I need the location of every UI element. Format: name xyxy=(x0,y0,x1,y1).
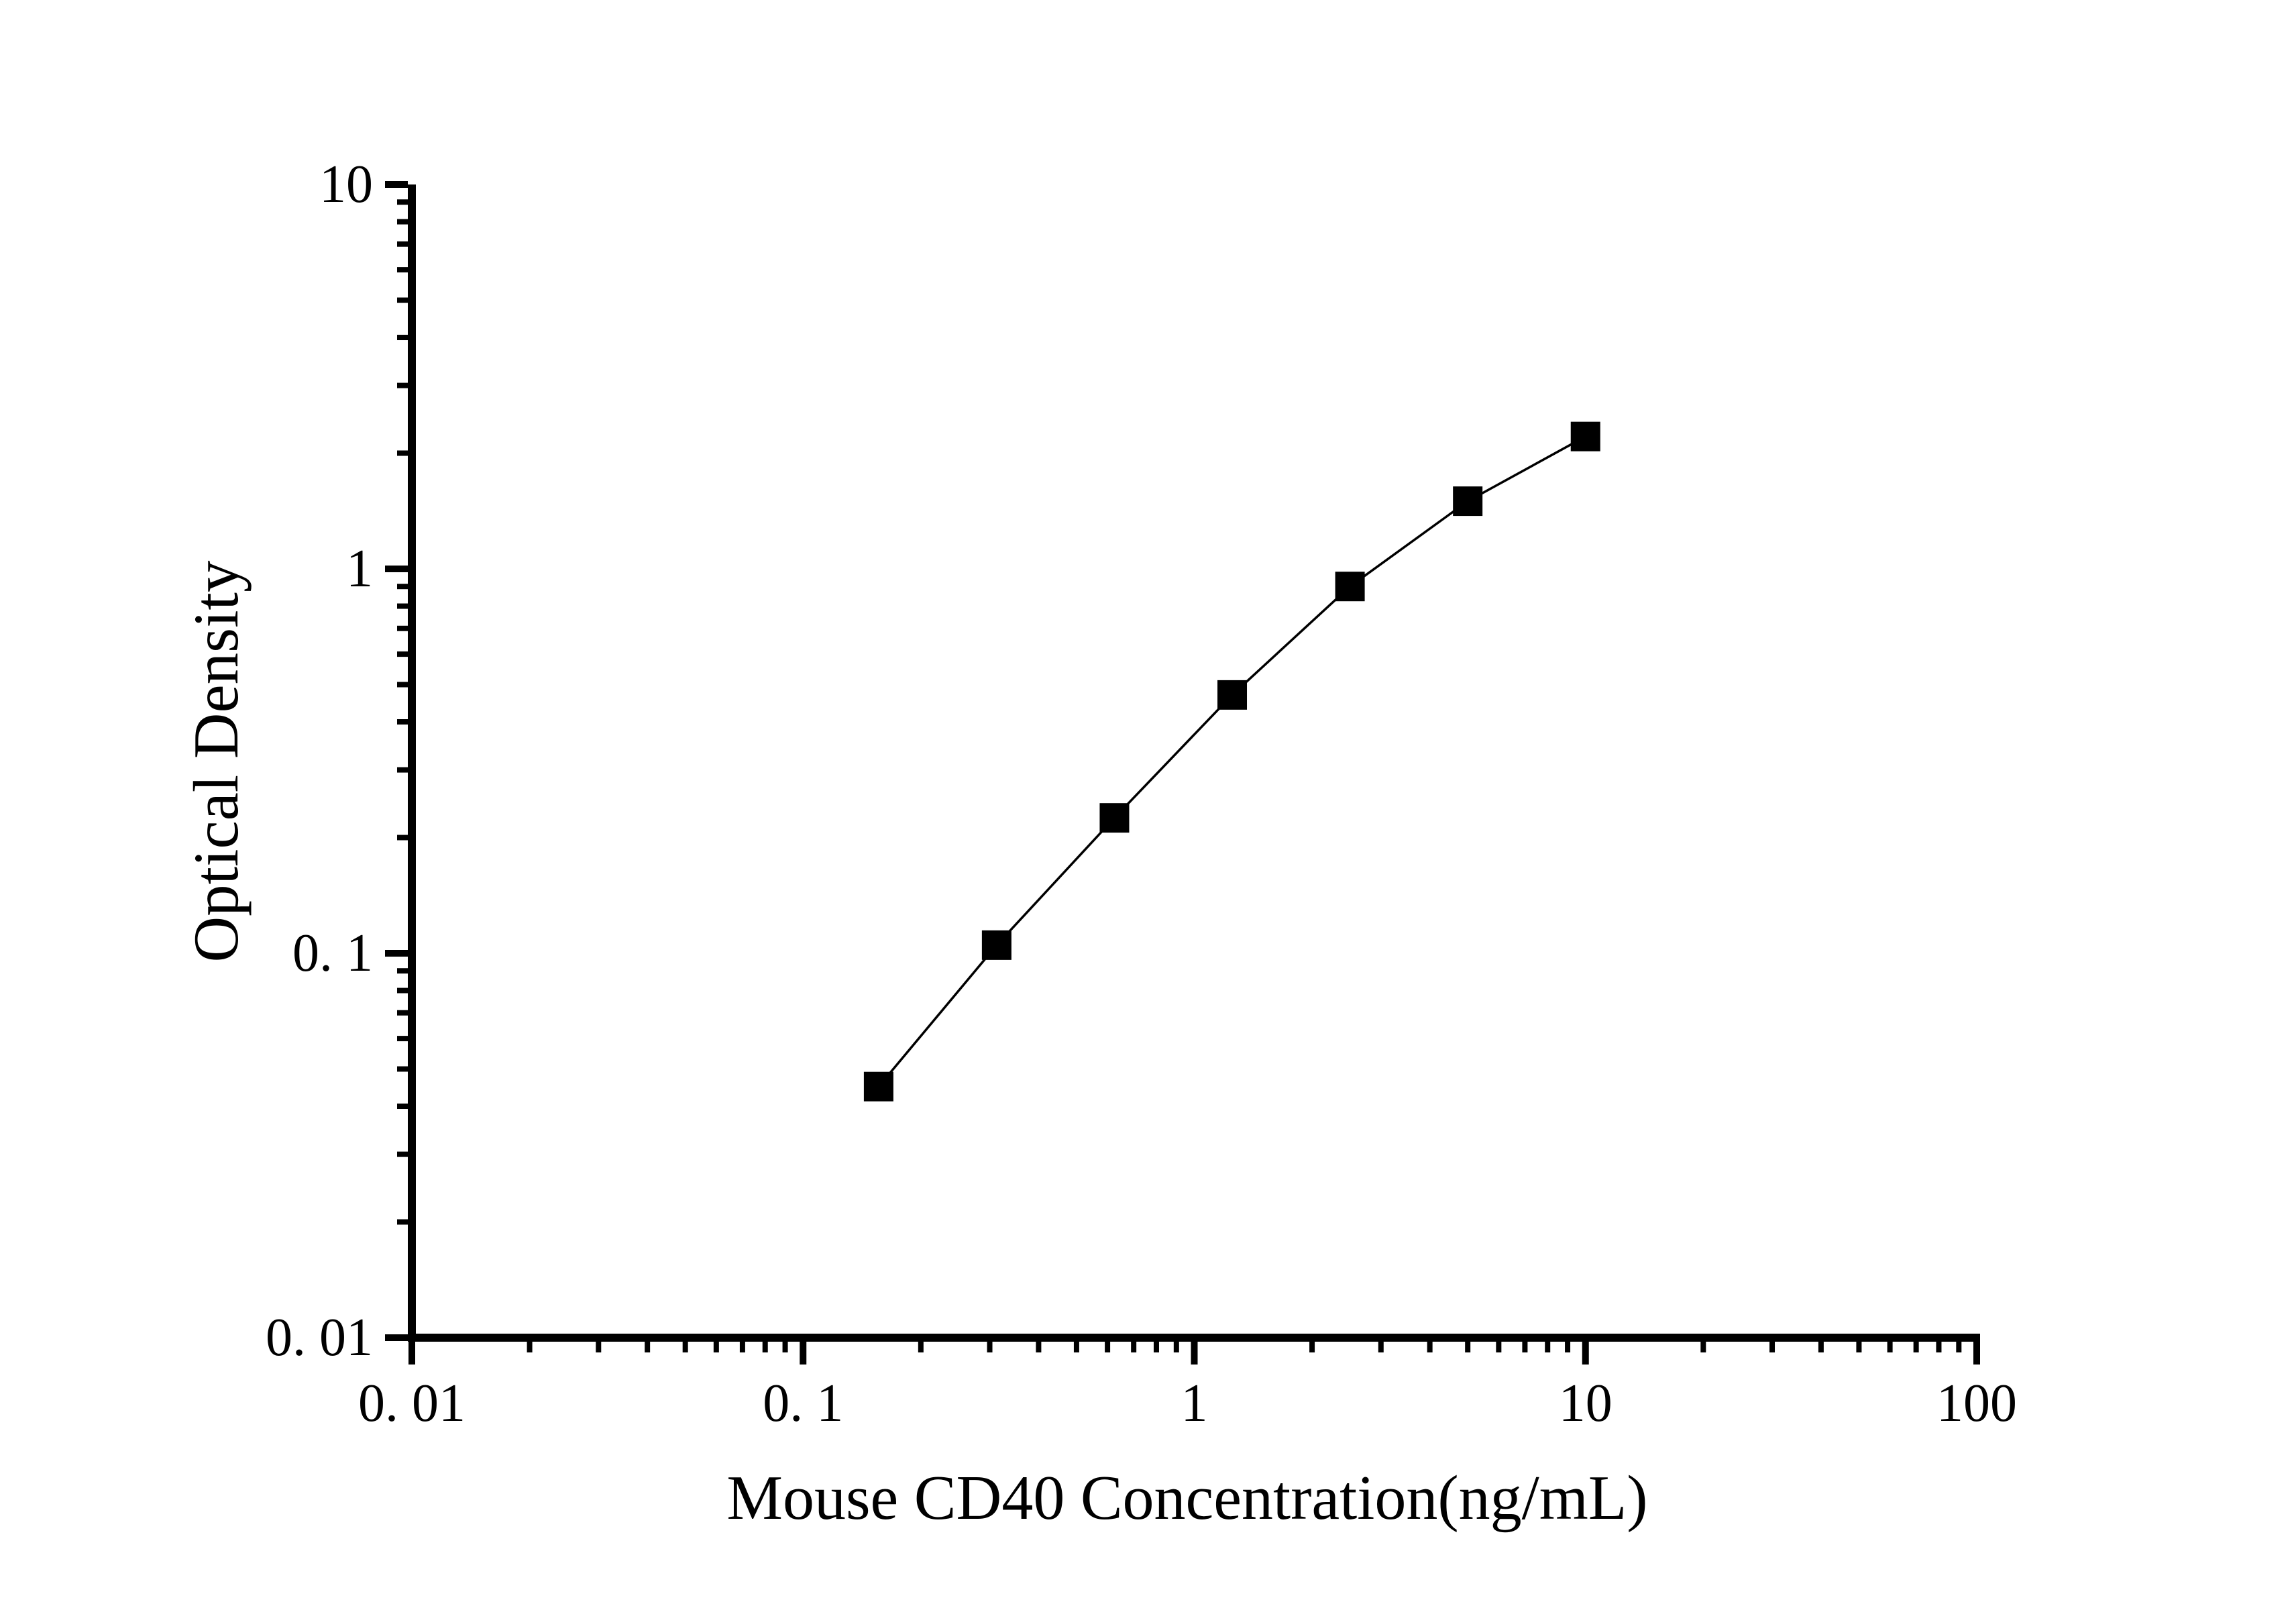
standard-curve-line xyxy=(877,435,1586,1087)
data-point-marker xyxy=(981,930,1012,960)
y-tick-label: 1 xyxy=(346,539,373,598)
x-tick-label: 1 xyxy=(1181,1374,1208,1433)
data-point-marker xyxy=(1099,803,1130,833)
x-tick-label: 100 xyxy=(1936,1374,2017,1433)
x-tick-label: 0. 01 xyxy=(358,1374,466,1433)
y-tick-label: 10 xyxy=(319,155,373,214)
y-axis-title: Optical Density xyxy=(180,560,252,963)
data-point-marker xyxy=(1217,680,1248,710)
data-point-marker xyxy=(1570,421,1600,451)
x-tick-label: 10 xyxy=(1558,1374,1612,1433)
x-tick-label: 0. 1 xyxy=(763,1374,844,1433)
data-point-marker xyxy=(1335,572,1365,602)
x-axis-title: Mouse CD40 Concentration(ng/mL) xyxy=(726,1463,1648,1533)
y-tick-label: 0. 01 xyxy=(266,1308,373,1367)
y-tick-label: 0. 1 xyxy=(292,924,373,983)
data-point-marker xyxy=(1453,486,1483,517)
data-point-marker xyxy=(863,1071,893,1102)
